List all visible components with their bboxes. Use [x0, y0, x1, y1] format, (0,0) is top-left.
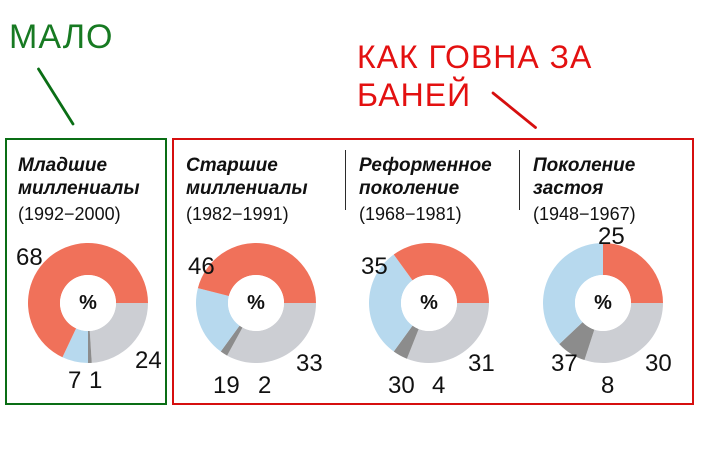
- svg-text:%: %: [247, 292, 265, 314]
- svg-text:%: %: [79, 292, 97, 314]
- svg-text:%: %: [594, 292, 612, 314]
- svg-text:%: %: [420, 292, 438, 314]
